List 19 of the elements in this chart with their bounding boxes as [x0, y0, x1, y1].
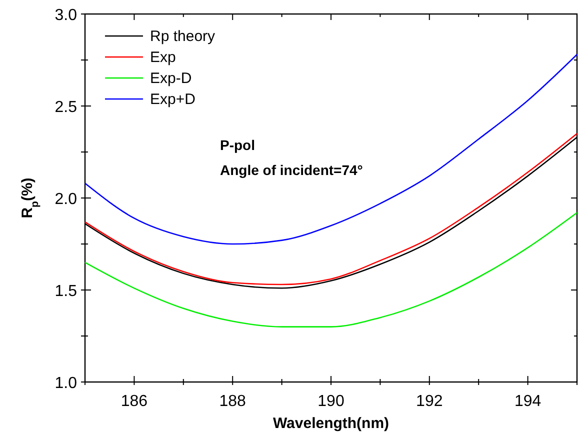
annotation: Angle of incident=74° — [220, 162, 363, 178]
y-tick-label: 2.5 — [54, 99, 78, 116]
y-tick-label: 2.0 — [54, 191, 78, 208]
x-tick-label: 186 — [120, 393, 148, 410]
annotation: P-pol — [220, 137, 255, 153]
legend-label: Exp — [150, 49, 176, 66]
line-series — [84, 54, 578, 245]
x-axis-title: Wavelength(nm) — [272, 415, 390, 432]
line-series — [84, 212, 578, 328]
legend-label: Rp theory — [150, 28, 216, 45]
legend-label: Exp-D — [150, 70, 192, 87]
y-tick-label: 1.5 — [54, 283, 78, 300]
x-tick-label: 192 — [416, 393, 443, 410]
y-tick-label: 3.0 — [54, 7, 78, 24]
x-tick-label: 194 — [514, 393, 542, 410]
y-tick-label: 1.0 — [54, 375, 78, 392]
x-tick-label: 190 — [318, 393, 344, 410]
legend-label: Exp+D — [150, 91, 196, 108]
x-tick-label: 188 — [219, 393, 246, 410]
